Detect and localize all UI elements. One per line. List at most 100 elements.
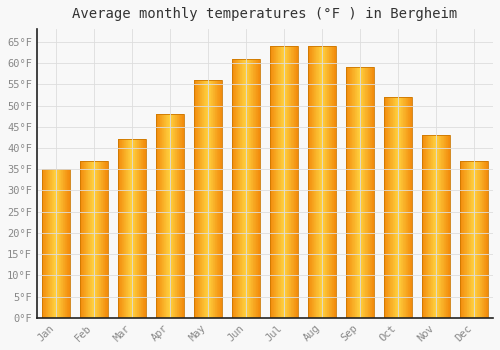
Bar bbox=[95, 161, 96, 318]
Bar bbox=[355, 67, 356, 318]
Bar bbox=[360, 67, 362, 318]
Bar bbox=[178, 114, 179, 318]
Bar bbox=[68, 169, 69, 318]
Bar bbox=[194, 80, 195, 318]
Bar bbox=[371, 67, 372, 318]
Bar bbox=[254, 59, 255, 318]
Bar bbox=[144, 140, 145, 318]
Bar bbox=[281, 46, 282, 318]
Bar bbox=[409, 97, 410, 318]
Bar bbox=[366, 67, 367, 318]
Bar bbox=[141, 140, 142, 318]
Bar bbox=[362, 67, 364, 318]
Bar bbox=[80, 161, 81, 318]
Bar bbox=[308, 46, 336, 318]
Bar bbox=[297, 46, 298, 318]
Bar bbox=[106, 161, 107, 318]
Bar bbox=[274, 46, 275, 318]
Bar bbox=[431, 135, 432, 318]
Bar bbox=[353, 67, 354, 318]
Bar bbox=[439, 135, 440, 318]
Title: Average monthly temperatures (°F ) in Bergheim: Average monthly temperatures (°F ) in Be… bbox=[72, 7, 458, 21]
Bar bbox=[436, 135, 438, 318]
Bar bbox=[202, 80, 203, 318]
Bar bbox=[55, 169, 56, 318]
Bar bbox=[324, 46, 326, 318]
Bar bbox=[438, 135, 439, 318]
Bar bbox=[171, 114, 172, 318]
Bar bbox=[138, 140, 140, 318]
Bar bbox=[385, 97, 386, 318]
Bar bbox=[373, 67, 374, 318]
Bar bbox=[159, 114, 160, 318]
Bar bbox=[93, 161, 94, 318]
Bar bbox=[311, 46, 312, 318]
Bar bbox=[42, 169, 43, 318]
Bar bbox=[481, 161, 482, 318]
Bar bbox=[445, 135, 446, 318]
Bar bbox=[441, 135, 442, 318]
Bar bbox=[126, 140, 127, 318]
Bar bbox=[207, 80, 208, 318]
Bar bbox=[354, 67, 355, 318]
Bar bbox=[120, 140, 121, 318]
Bar bbox=[127, 140, 128, 318]
Bar bbox=[102, 161, 104, 318]
Bar bbox=[392, 97, 393, 318]
Bar bbox=[468, 161, 469, 318]
Bar bbox=[273, 46, 274, 318]
Bar bbox=[239, 59, 240, 318]
Bar bbox=[244, 59, 245, 318]
Bar bbox=[47, 169, 48, 318]
Bar bbox=[352, 67, 353, 318]
Bar bbox=[168, 114, 169, 318]
Bar bbox=[349, 67, 350, 318]
Bar bbox=[59, 169, 60, 318]
Bar bbox=[219, 80, 220, 318]
Bar bbox=[98, 161, 100, 318]
Bar bbox=[443, 135, 444, 318]
Bar bbox=[43, 169, 44, 318]
Bar bbox=[240, 59, 241, 318]
Bar bbox=[238, 59, 239, 318]
Bar bbox=[133, 140, 134, 318]
Bar bbox=[242, 59, 243, 318]
Bar bbox=[284, 46, 286, 318]
Bar bbox=[293, 46, 294, 318]
Bar bbox=[278, 46, 279, 318]
Bar bbox=[463, 161, 464, 318]
Bar bbox=[64, 169, 66, 318]
Bar bbox=[248, 59, 250, 318]
Bar bbox=[179, 114, 180, 318]
Bar bbox=[241, 59, 242, 318]
Bar bbox=[49, 169, 50, 318]
Bar bbox=[134, 140, 136, 318]
Bar bbox=[357, 67, 358, 318]
Bar bbox=[143, 140, 144, 318]
Bar bbox=[290, 46, 291, 318]
Bar bbox=[487, 161, 488, 318]
Bar bbox=[203, 80, 204, 318]
Bar bbox=[129, 140, 130, 318]
Bar bbox=[132, 140, 133, 318]
Bar bbox=[172, 114, 174, 318]
Bar bbox=[425, 135, 426, 318]
Bar bbox=[235, 59, 236, 318]
Bar bbox=[200, 80, 201, 318]
Bar bbox=[270, 46, 297, 318]
Bar bbox=[197, 80, 198, 318]
Bar bbox=[291, 46, 292, 318]
Bar bbox=[272, 46, 273, 318]
Bar bbox=[390, 97, 391, 318]
Bar bbox=[122, 140, 123, 318]
Bar bbox=[128, 140, 129, 318]
Bar bbox=[44, 169, 45, 318]
Bar bbox=[83, 161, 84, 318]
Bar bbox=[201, 80, 202, 318]
Bar bbox=[166, 114, 167, 318]
Bar bbox=[131, 140, 132, 318]
Bar bbox=[368, 67, 369, 318]
Bar bbox=[216, 80, 217, 318]
Bar bbox=[174, 114, 176, 318]
Bar bbox=[331, 46, 332, 318]
